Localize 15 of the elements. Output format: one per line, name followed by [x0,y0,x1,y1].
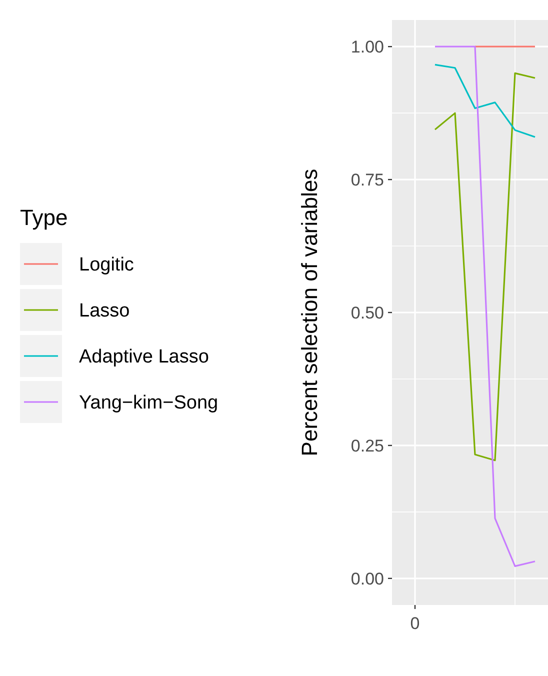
legend-label: Yang−kim−Song [79,392,218,414]
y-tick-label: 0.50 [350,303,384,322]
y-tick-label: 0.00 [350,569,384,588]
y-tick-label: 1.00 [350,38,384,57]
legend-label: Logitic [79,254,134,276]
y-axis-title: Percent selection of variables [297,168,322,456]
line-series [434,72,536,462]
text: 0 [410,614,420,633]
y-tick-label: 0.25 [350,436,384,456]
line-series [434,64,536,138]
line-series [434,46,536,567]
legend-title: Type [20,205,68,230]
legend-label: Adaptive Lasso [79,346,209,368]
legend-label: Lasso [79,300,130,322]
y-tick-label: 0.75 [350,170,384,190]
